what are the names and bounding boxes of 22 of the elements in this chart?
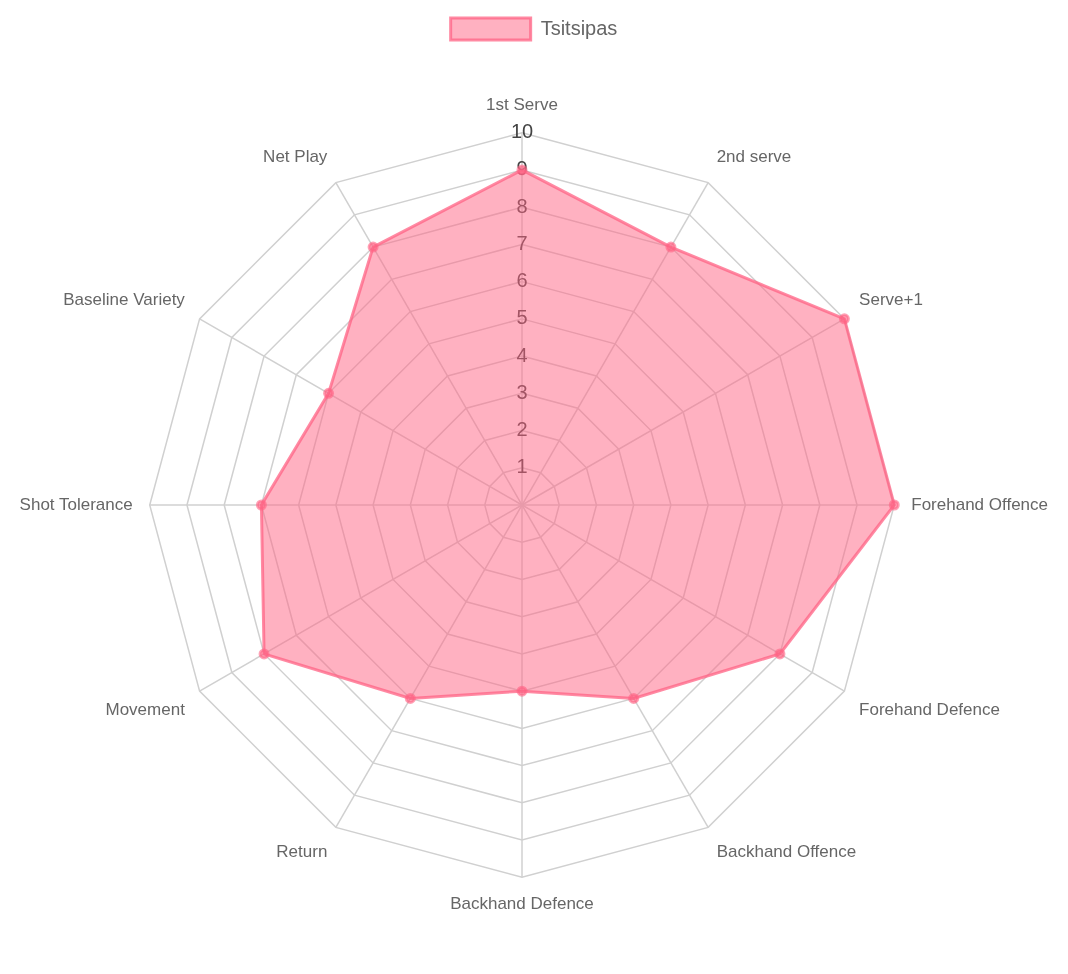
y-tick-label: 1 [516,455,528,478]
spoke-label: 1st Serve [486,95,558,115]
legend-label: Tsitsipas [540,16,618,39]
y-tick-label: 2 [516,418,528,441]
y-tick-label: 5 [516,306,528,329]
spoke-label: Baseline Variety [63,289,186,309]
spoke-label: Serve+1 [859,289,923,309]
spoke-label: Forehand Defence [859,699,1000,719]
spoke-label: Movement [105,699,186,719]
y-tick-label: 6 [516,269,528,292]
spoke-label: 2nd serve [716,147,792,167]
spoke-label: Backhand Defence [450,894,594,914]
spoke-label: Forehand Offence [911,494,1049,514]
spoke-label: Net Play [263,147,328,167]
spoke-label: Backhand Offence [716,842,857,862]
y-tick-label: 4 [516,343,528,366]
y-tick-label: 8 [516,194,528,217]
y-tick-label: 10 [510,120,534,143]
y-tick-label: 3 [516,380,528,403]
y-tick-label: 7 [516,231,528,254]
spoke-label: Shot Tolerance [19,494,133,514]
spoke-label: Return [276,842,328,862]
